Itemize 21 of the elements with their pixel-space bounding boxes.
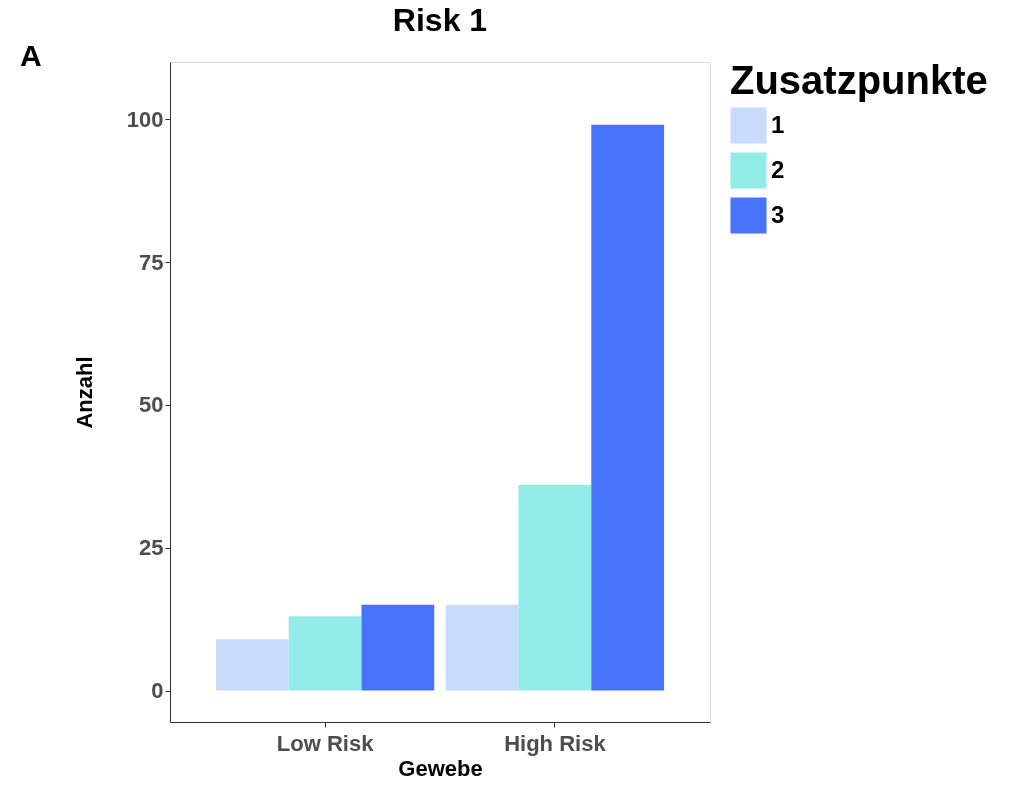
x-tick-label: Low Risk: [276, 730, 375, 756]
y-tick-label: 100: [126, 106, 164, 132]
y-tick-label: 0: [151, 678, 164, 704]
x-tick-label: High Risk: [504, 730, 607, 756]
legend-label: 1: [771, 110, 785, 138]
legend-title: Zusatzpunkte: [730, 58, 988, 102]
x-axis-title: Gewebe: [398, 755, 483, 781]
y-tick-label: 50: [139, 392, 164, 418]
y-tick-label: 75: [139, 249, 164, 275]
bar: [518, 484, 592, 691]
text: A: [20, 39, 42, 72]
y-tick-label: 25: [139, 535, 164, 561]
bar: [361, 604, 435, 691]
bar: [288, 616, 362, 691]
y-axis-title: Anzahl: [71, 356, 97, 429]
bar: [591, 124, 665, 691]
legend-label: 3: [771, 200, 785, 228]
bar: [445, 604, 519, 691]
legend-label: 2: [771, 155, 785, 183]
chart-title: Risk 1: [392, 2, 488, 38]
bar: [215, 639, 289, 691]
